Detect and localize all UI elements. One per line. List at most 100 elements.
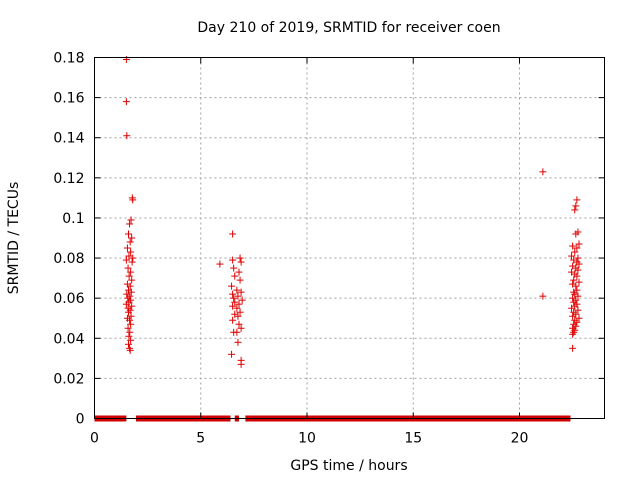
data-point [236,254,244,262]
data-point [125,332,133,340]
data-point [231,298,239,306]
data-point [229,290,237,298]
data-point [126,316,134,324]
data-point [124,264,132,272]
data-point [575,278,583,286]
x-axis-label: GPS time / hours [290,458,407,474]
data-point [123,132,131,140]
data-point [127,320,135,328]
data-point [572,230,580,238]
y-tick-label: 0.14 [53,131,84,147]
data-point [229,230,237,238]
y-tick-label: 0.08 [53,251,84,267]
data-point [127,336,135,344]
data-point [569,312,577,320]
data-point [568,304,576,312]
y-tick-label: 0.16 [53,91,84,107]
data-point [575,314,583,322]
y-tick-label: 0.12 [53,171,84,187]
y-axis-label: SRMTID / TECUs [6,182,22,295]
data-point [124,324,132,332]
data-point [231,272,239,280]
y-tick-label: 0.04 [53,331,84,347]
data-point [228,282,236,290]
data-point [128,234,136,242]
data-point [126,238,134,246]
data-point [237,360,245,368]
y-tick-label: 0.18 [53,51,84,67]
data-point [570,276,578,284]
data-point [127,248,135,256]
data-point [571,248,579,256]
data-point [126,328,134,336]
data-point [122,300,130,308]
data-point [236,276,244,284]
data-point [235,268,243,276]
data-point [127,268,135,276]
data-point [129,196,137,204]
data-point [229,256,237,264]
data-point [571,206,579,214]
y-tick-label: 0.06 [53,291,84,307]
data-point [125,308,132,316]
data-point [238,296,246,304]
data-point [236,308,244,316]
y-tick-label: 0.02 [53,371,84,387]
data-point [574,292,582,300]
data-point [127,288,135,296]
data-point [572,202,580,210]
x-tick-label: 10 [298,431,316,447]
data-point [128,302,136,310]
data-point [125,272,133,280]
data-point [129,254,137,262]
x-tick-label: 15 [404,431,422,447]
data-point [123,244,131,252]
y-tick-label: 0 [76,412,85,428]
data-point [216,260,224,268]
data-point [237,288,245,296]
data-point [126,346,134,354]
data-point [125,340,132,348]
data-point [230,294,238,302]
data-point [573,196,581,204]
data-point [569,242,577,250]
grid-lines [94,57,605,419]
data-point [229,302,237,310]
data-point [574,254,582,262]
data-point [569,344,577,352]
data-point [237,258,245,266]
data-point [230,264,238,272]
data-point [539,292,547,300]
data-point [233,304,241,312]
data-point [235,300,243,308]
data-point [575,260,583,268]
data-point [127,312,135,320]
x-tick-label: 0 [90,431,99,447]
axis-ticks [94,57,605,419]
y-tick-label: 0.1 [62,211,84,227]
data-points [122,56,583,368]
data-point [229,316,237,324]
data-point [572,282,580,290]
data-point [234,292,242,300]
data-point [128,276,136,284]
data-point [568,252,576,260]
data-point [125,252,133,260]
chart-title: Day 210 of 2019, SRMTID for receiver coe… [197,20,500,36]
data-point [233,286,241,294]
data-point [237,324,245,332]
data-point [228,350,236,358]
data-point [575,240,583,248]
data-point [126,220,134,228]
data-point [128,258,136,266]
data-point [122,256,130,264]
data-point [127,216,135,224]
data-point [122,98,130,106]
data-point [230,328,238,336]
data-point [126,282,134,290]
x-tick-label: 5 [196,431,205,447]
data-point [539,168,547,176]
data-point [574,306,582,314]
data-point [234,338,242,346]
